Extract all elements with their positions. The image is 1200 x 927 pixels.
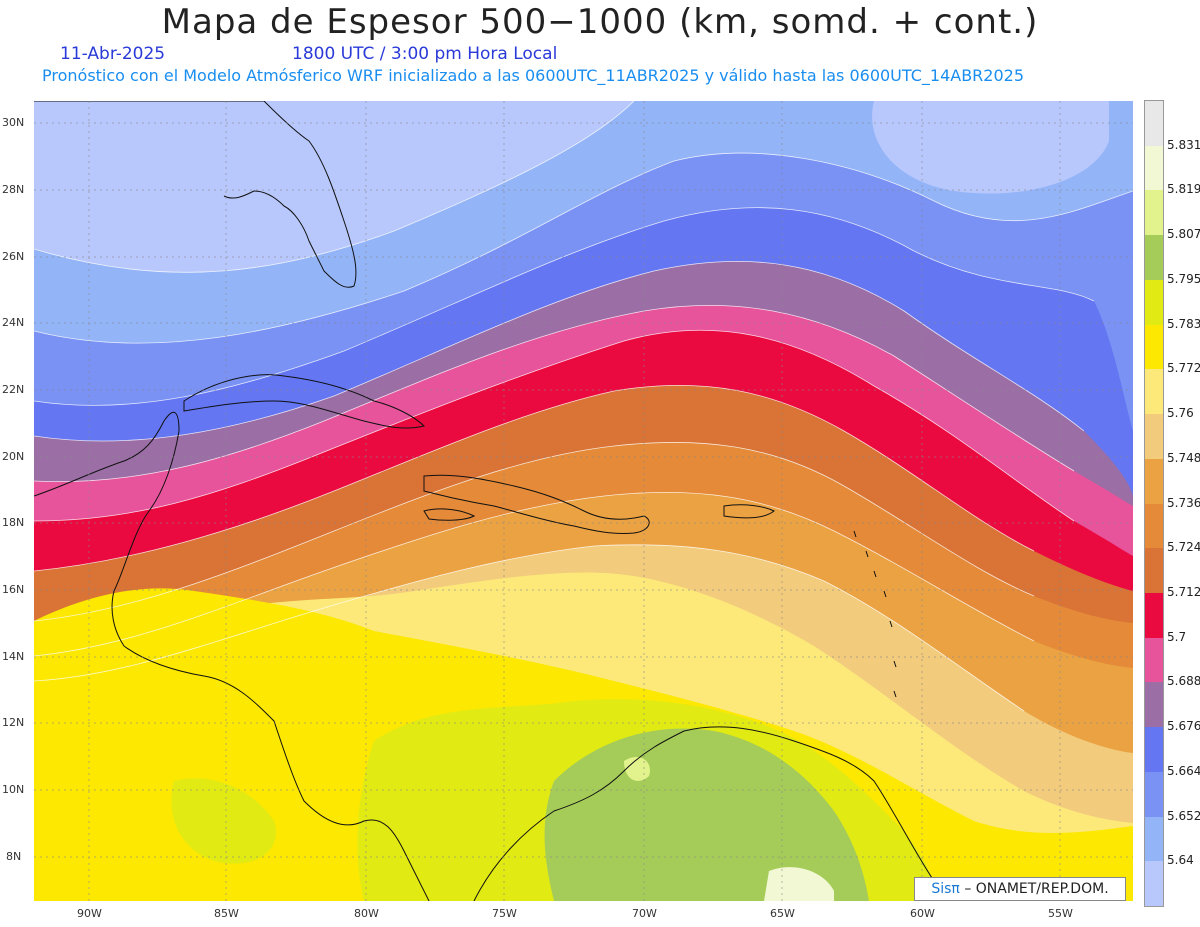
colorbar-label: 5.76 [1167,406,1194,421]
colorbar-label: 5.807 [1167,227,1200,242]
colorbar-label: 5.783 [1167,316,1200,331]
map-title: Mapa de Espesor 500−1000 (km, somd. + co… [161,2,1039,42]
colorbar-segment [1145,235,1163,281]
colorbar-segment [1145,369,1163,415]
lat-label: 12N [2,716,25,729]
band-5795-west [171,778,276,864]
colorbar-label: 5.688 [1167,674,1200,689]
colorbar-segment [1145,503,1163,549]
colorbar-segment [1145,101,1163,147]
lon-label: 70W [632,907,657,920]
lon-label: 75W [492,907,517,920]
colorbar-segment [1145,592,1163,639]
colorbar-segment [1145,279,1163,326]
colorbar-label: 5.736 [1167,495,1200,510]
colorbar-label: 5.652 [1167,808,1200,823]
colorbar-segment [1145,861,1163,907]
lon-label: 90W [77,907,102,920]
colorbar-segment [1145,771,1163,818]
lat-label: 8N [6,850,22,863]
colorbar-segment [1145,637,1163,683]
colorbar-segment [1145,458,1163,504]
colorbar-segment [1145,414,1163,460]
central-america-coast [34,411,430,901]
colorbar-segment [1145,324,1163,370]
org-text: – ONAMET/REP.DOM. [964,881,1109,897]
jamaica-coast [423,508,476,521]
lesser-antilles-coast [853,530,897,698]
colorbar-label: 5.676 [1167,719,1200,734]
lon-label: 55W [1048,907,1073,920]
lat-label: 14N [2,650,25,663]
band-5819-b [624,756,650,781]
lat-label: 18N [2,516,25,529]
grid-lines [34,101,1133,901]
band-5807 [544,728,869,901]
cuba-coast [183,374,425,429]
lat-label: 10N [2,783,25,796]
lat-label: 22N [2,383,25,396]
lat-label: 28N [2,183,25,196]
sis-logo-text: Sisπ [931,881,960,897]
lat-label: 24N [2,316,25,329]
forecast-label: Pronóstico con el Modelo Atmósferico WRF… [42,66,1025,85]
coastlines [34,101,955,901]
lon-label: 85W [214,907,239,920]
colorbar-label: 5.64 [1167,853,1194,868]
lon-label: 80W [354,907,379,920]
puerto-rico-coast [723,504,775,519]
colorbar-label: 5.724 [1167,540,1200,555]
lat-label: 30N [2,116,25,129]
band-5640-patch [872,101,1109,194]
colorbar-segment [1145,145,1163,191]
colorbar-segment [1145,548,1163,594]
colorbar-label: 5.831 [1167,137,1200,152]
lat-label: 16N [2,583,25,596]
colorbar-label: 5.795 [1167,271,1200,286]
credit-badge: Sisπ – ONAMET/REP.DOM. [914,877,1126,901]
date-label: 11-Abr-2025 [60,44,166,64]
colorbar-label: 5.819 [1167,182,1200,197]
lat-label: 20N [2,450,25,463]
colorbar-label: 5.664 [1167,763,1200,778]
florida-coast [34,101,357,288]
lon-label: 60W [910,907,935,920]
colorbar [1144,100,1164,907]
colorbar-segment [1145,727,1163,773]
colorbar-segment [1145,190,1163,236]
colorbar-label: 5.772 [1167,361,1200,376]
hispaniola-coast [423,474,650,534]
colorbar-segment [1145,682,1163,728]
time-label: 1800 UTC / 3:00 pm Hora Local [292,44,558,64]
contour-lines [34,101,1133,712]
lat-label: 26N [2,250,25,263]
colorbar-label: 5.712 [1167,584,1200,599]
lon-label: 65W [770,907,795,920]
map-svg [34,101,1133,901]
colorbar-label: 5.7 [1167,629,1187,644]
south-america-coast [473,726,955,901]
thickness-map [34,101,1133,901]
colorbar-label: 5.748 [1167,450,1200,465]
colorbar-segment [1145,816,1163,862]
